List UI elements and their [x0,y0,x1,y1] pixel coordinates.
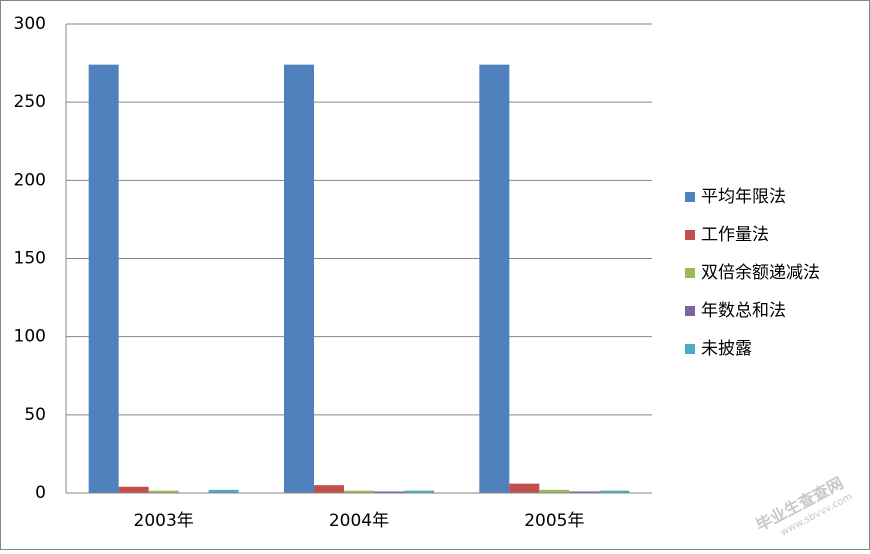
legend-swatch [685,230,695,240]
bar [599,490,630,493]
bar [284,64,314,493]
legend-label: 工作量法 [701,225,769,245]
legend-label: 未披露 [701,339,752,359]
y-tick-label: 100 [14,327,46,347]
y-tick-label: 250 [14,92,46,112]
y-tick-label: 200 [14,170,46,190]
y-tick-label: 50 [24,405,46,425]
bar [404,490,434,493]
bar [569,491,600,493]
legend-swatch [685,192,695,202]
legend-swatch [685,344,695,354]
y-tick-label: 150 [14,249,46,269]
legend-swatch [685,306,695,316]
bar [208,489,239,493]
bar [88,64,119,493]
bar [539,489,570,493]
x-tick-label: 2005年 [524,511,584,531]
bar [479,64,510,493]
bar [148,490,179,493]
bar [509,483,540,493]
bar [374,491,404,493]
y-tick-label: 0 [35,483,46,503]
legend-label: 双倍余额递减法 [701,263,820,283]
bar [118,486,149,493]
legend-label: 平均年限法 [701,187,786,207]
legend-swatch [685,268,695,278]
bar [314,485,344,493]
legend-label: 年数总和法 [701,301,786,321]
x-tick-label: 2003年 [134,511,194,531]
bar [344,490,374,493]
y-tick-label: 300 [14,14,46,34]
x-tick-label: 2004年 [329,511,389,531]
